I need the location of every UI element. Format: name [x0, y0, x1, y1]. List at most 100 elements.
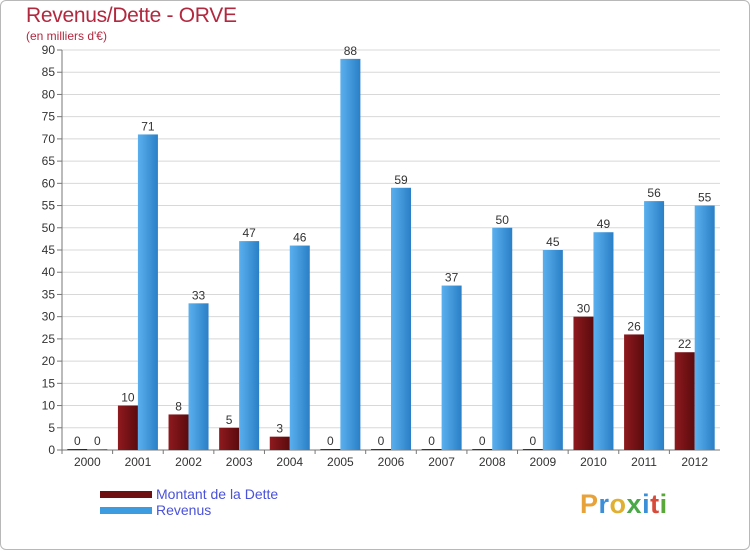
bar-debt: [320, 449, 341, 450]
logo-letter: o: [609, 489, 627, 519]
y-tick-label: 65: [42, 154, 56, 168]
bar-debt: [522, 449, 543, 450]
y-tick-label: 55: [42, 199, 56, 213]
x-tick-label: 2002: [175, 455, 202, 469]
x-tick-label: 2012: [681, 455, 708, 469]
x-tick-label: 2004: [276, 455, 303, 469]
y-tick-label: 60: [42, 176, 56, 190]
data-label: 45: [546, 235, 560, 249]
bar-revenue: [289, 245, 310, 450]
y-tick-label: 35: [42, 287, 56, 301]
data-label: 0: [428, 434, 435, 448]
data-label: 30: [577, 302, 591, 316]
data-label: 49: [597, 217, 611, 231]
data-label: 50: [496, 213, 510, 227]
data-label: 71: [141, 119, 155, 133]
data-label: 10: [121, 391, 135, 405]
logo-letter: i: [659, 489, 668, 519]
data-label: 0: [327, 434, 334, 448]
x-tick-label: 2001: [125, 455, 152, 469]
bar-debt: [269, 436, 290, 450]
legend-item-debt: Montant de la Dette: [100, 486, 278, 502]
y-tick-label: 75: [42, 110, 56, 124]
y-tick-label: 80: [42, 87, 56, 101]
bar-debt: [168, 414, 189, 450]
data-label: 0: [94, 434, 101, 448]
bar-revenue: [542, 250, 563, 450]
logo-letter: i: [642, 489, 651, 519]
bar-revenue: [340, 58, 361, 451]
y-tick-label: 45: [42, 243, 56, 257]
data-label: 8: [175, 399, 182, 413]
legend-swatch-revenue: [100, 506, 152, 514]
data-label: 59: [394, 173, 408, 187]
bar-debt: [371, 449, 391, 450]
bar-debt: [472, 449, 493, 450]
bar-revenue: [694, 205, 715, 450]
bar-revenue: [593, 232, 614, 450]
y-tick-label: 25: [42, 332, 56, 346]
y-tick-label: 10: [42, 399, 56, 413]
data-label: 5: [226, 413, 233, 427]
data-label: 0: [378, 434, 385, 448]
x-tick-label: 2008: [479, 455, 506, 469]
bar-revenue: [137, 134, 158, 450]
x-tick-label: 2010: [580, 455, 607, 469]
data-label: 47: [242, 226, 256, 240]
y-tick-label: 20: [42, 354, 56, 368]
bar-revenue: [492, 227, 513, 450]
bar-debt: [421, 449, 442, 450]
bar-debt: [573, 316, 594, 450]
data-label: 56: [647, 186, 661, 200]
logo-letter: t: [650, 489, 660, 519]
logo-letter: x: [626, 489, 643, 519]
y-tick-label: 85: [42, 65, 56, 79]
x-tick-label: 2000: [74, 455, 101, 469]
x-tick-label: 2007: [428, 455, 455, 469]
chart-subtitle: (en milliers d'€): [26, 29, 107, 43]
data-label: 0: [530, 434, 537, 448]
data-label: 0: [74, 434, 81, 448]
legend-label-revenue: Revenus: [156, 502, 212, 518]
data-label: 0: [479, 434, 486, 448]
bar-revenue: [87, 449, 108, 450]
y-tick-label: 30: [42, 310, 56, 324]
bar-debt: [219, 427, 240, 450]
chart-title: Revenus/Dette - ORVE: [26, 4, 237, 27]
bar-revenue: [391, 187, 411, 450]
bar-revenue: [239, 241, 260, 450]
bar-revenue: [441, 285, 462, 450]
x-tick-label: 2003: [226, 455, 253, 469]
legend-label-debt: Montant de la Dette: [156, 486, 279, 502]
bar-revenue: [188, 303, 209, 450]
data-label: 88: [344, 44, 358, 58]
data-label: 22: [678, 337, 692, 351]
y-tick-label: 0: [48, 443, 55, 457]
data-label: 55: [698, 191, 712, 205]
data-label: 33: [192, 288, 206, 302]
bar-debt: [67, 449, 88, 450]
legend: Montant de la Dette Revenus: [100, 486, 278, 518]
y-tick-label: 70: [42, 132, 56, 146]
bar-debt: [674, 352, 695, 450]
data-label: 46: [293, 231, 307, 245]
x-tick-label: 2005: [327, 455, 354, 469]
x-tick-label: 2006: [378, 455, 405, 469]
y-tick-label: 50: [42, 221, 56, 235]
y-tick-label: 5: [48, 421, 55, 435]
bar-revenue: [644, 201, 665, 450]
proxiti-logo: Proxiti: [580, 489, 668, 520]
data-label: 37: [445, 271, 459, 285]
y-tick-label: 40: [42, 265, 56, 279]
bar-debt: [117, 405, 138, 450]
data-label: 26: [627, 319, 641, 333]
x-tick-label: 2011: [631, 455, 657, 469]
data-label: 3: [276, 422, 283, 436]
bar-debt: [624, 334, 645, 450]
logo-letter: P: [580, 489, 599, 519]
legend-swatch-debt: [100, 490, 152, 498]
x-tick-label: 2009: [529, 455, 556, 469]
legend-item-revenue: Revenus: [100, 502, 278, 518]
